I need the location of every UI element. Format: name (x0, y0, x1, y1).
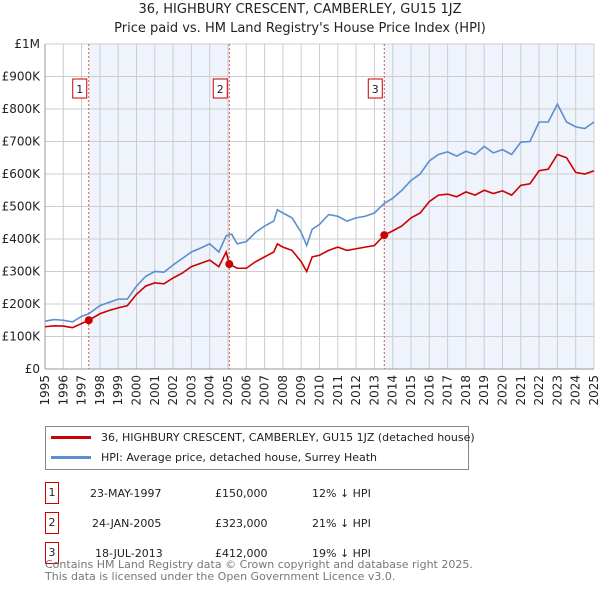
x-tick-label: 2015 (404, 375, 418, 406)
sale-point (84, 316, 93, 325)
legend-label: HPI: Average price, detached house, Surr… (101, 451, 378, 464)
x-tick-label: 2006 (239, 375, 253, 406)
sale-price: £323,000 (215, 517, 268, 530)
x-tick-label: 2014 (386, 375, 400, 406)
chart-title: 36, HIGHBURY CRESCENT, CAMBERLEY, GU15 1… (138, 2, 462, 17)
legend: 36, HIGHBURY CRESCENT, CAMBERLEY, GU15 1… (45, 426, 475, 470)
sale-point (225, 260, 234, 269)
x-tick-label: 2004 (203, 375, 217, 406)
sale-price: £412,000 (215, 547, 268, 560)
x-tick-label: 2016 (422, 375, 436, 406)
legend-item-property: 36, HIGHBURY CRESCENT, CAMBERLEY, GU15 1… (51, 431, 475, 444)
x-tick-label: 2009 (294, 375, 308, 406)
footer-copyright: Contains HM Land Registry data © Crown c… (45, 558, 473, 571)
x-tick-label: 2025 (587, 375, 600, 406)
footer-licence: This data is licensed under the Open Gov… (45, 570, 396, 583)
sale-label: 1 (76, 83, 83, 96)
x-tick-label: 2019 (477, 375, 491, 406)
x-tick-label: 2023 (550, 375, 564, 406)
sale-hpi-diff: 19% ↓ HPI (312, 547, 371, 560)
x-tick-label: 2017 (441, 375, 455, 406)
sale-marker-box: 2 (45, 512, 59, 534)
x-tick-label: 2021 (514, 375, 528, 406)
y-tick-label: £400K (2, 232, 42, 246)
x-tick-label: 1996 (56, 375, 70, 406)
y-tick-label: £600K (2, 167, 42, 181)
x-tick-label: 2002 (166, 375, 180, 406)
x-tick-label: 2011 (331, 375, 345, 406)
sale-date: 23-MAY-1997 (90, 487, 162, 500)
x-tick-label: 2010 (313, 375, 327, 406)
sale-label: 3 (372, 83, 379, 96)
x-tick-label: 2000 (130, 375, 144, 406)
sale-hpi-diff: 21% ↓ HPI (312, 517, 371, 530)
sale-label-box (72, 78, 88, 99)
x-tick-label: 2001 (148, 375, 162, 406)
x-tick-label: 2003 (184, 375, 198, 406)
y-tick-label: £800K (2, 102, 42, 116)
legend-item-hpi: HPI: Average price, detached house, Surr… (51, 451, 377, 464)
x-tick-label: 2024 (569, 375, 583, 406)
legend-swatch-red (51, 436, 91, 439)
y-tick-label: £300K (2, 265, 42, 279)
x-tick-label: 2020 (496, 375, 510, 406)
property-line (44, 153, 595, 329)
sale-label-box (212, 78, 228, 99)
x-tick-label: 2005 (221, 375, 235, 406)
x-tick-label: 1995 (38, 375, 52, 406)
sale-marker-box: 1 (45, 482, 59, 504)
chart-subtitle: Price paid vs. HM Land Registry's House … (114, 21, 486, 36)
y-tick-label: £1M (14, 37, 40, 51)
x-tick-label: 2022 (532, 375, 546, 406)
sale-date: 18-JUL-2013 (95, 547, 163, 560)
x-tick-label: 2018 (459, 375, 473, 406)
sale-marker-box: 3 (45, 542, 59, 564)
sale-point (380, 231, 389, 240)
hpi-line (44, 102, 595, 323)
x-tick-label: 1998 (93, 375, 107, 406)
sale-price: £150,000 (215, 487, 268, 500)
y-tick-label: £500K (2, 200, 42, 214)
sale-label: 2 (217, 83, 224, 96)
y-tick-label: £900K (2, 70, 42, 84)
x-tick-label: 2012 (349, 375, 363, 406)
y-tick-label: £100K (2, 330, 42, 344)
y-tick-label: £200K (2, 297, 42, 311)
sale-date: 24-JAN-2005 (92, 517, 162, 530)
footer: Contains HM Land Registry data © Crown c… (45, 559, 473, 583)
x-tick-label: 2008 (276, 375, 290, 406)
sale-hpi-diff: 12% ↓ HPI (312, 487, 371, 500)
y-tick-label: £0 (25, 362, 40, 376)
y-tick-label: £700K (2, 135, 42, 149)
legend-label: 36, HIGHBURY CRESCENT, CAMBERLEY, GU15 1… (101, 431, 475, 444)
x-tick-label: 1999 (111, 375, 125, 406)
x-tick-label: 2013 (367, 375, 381, 406)
sale-label-box (367, 78, 383, 99)
x-tick-label: 1997 (75, 375, 89, 406)
x-tick-label: 2007 (258, 375, 272, 406)
legend-swatch-blue (51, 456, 91, 459)
price-chart: 1995 1996 1997 1998 1999 2000 2001 2002 2003 2004… (2, 37, 600, 406)
